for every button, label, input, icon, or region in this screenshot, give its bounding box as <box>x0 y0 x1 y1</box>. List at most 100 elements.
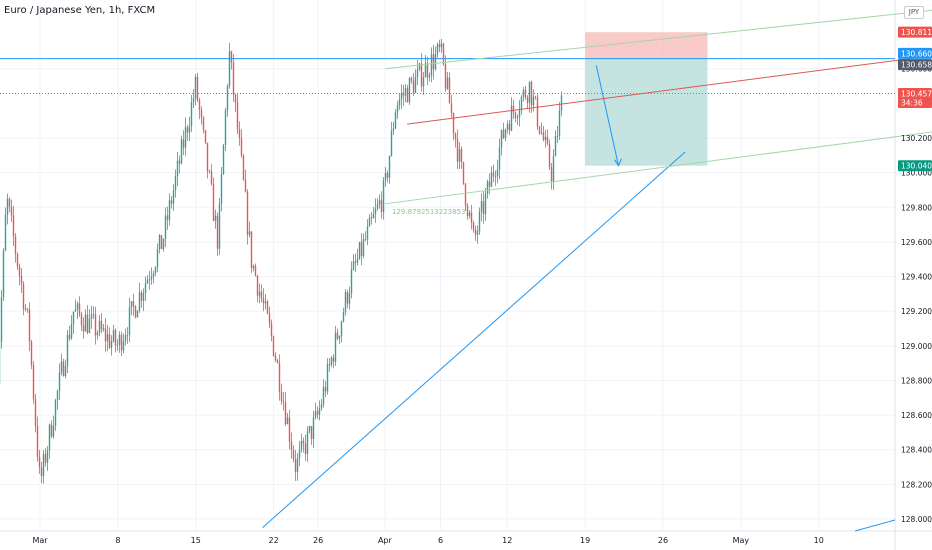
candle-body <box>322 387 325 405</box>
candle-body <box>420 63 423 87</box>
candle-body <box>308 426 311 432</box>
candle-body <box>172 190 175 204</box>
candle-body <box>392 128 395 131</box>
candle-body <box>104 328 107 342</box>
y-tick-label: 129.600 <box>901 238 932 247</box>
candle-body <box>222 145 225 175</box>
currency-button[interactable]: JPY <box>904 6 924 19</box>
candle-body <box>4 214 7 251</box>
price-tag-box <box>898 59 932 71</box>
candle-body <box>388 155 391 178</box>
candle-body <box>422 77 425 87</box>
candle-body <box>512 105 515 113</box>
candle-body <box>116 344 119 346</box>
candle-body <box>94 314 97 336</box>
projection-arrow-head <box>614 158 622 167</box>
candle-body <box>208 171 211 173</box>
candle-body <box>412 80 415 93</box>
candle-body <box>500 130 503 148</box>
candle-body <box>108 334 111 348</box>
candle-body <box>350 269 353 294</box>
candle-body <box>558 110 561 136</box>
x-tick-label: 8 <box>115 536 120 545</box>
candle-body <box>338 335 341 339</box>
candle-body <box>46 450 49 463</box>
candle-body <box>378 200 381 205</box>
candle-body <box>158 234 161 250</box>
candle-body <box>86 314 89 333</box>
candle-body <box>402 93 405 96</box>
candle-body <box>52 426 55 437</box>
y-tick-label: 130.200 <box>901 134 932 143</box>
candle-body <box>118 334 121 345</box>
candle-body <box>166 215 169 220</box>
price-tag-box <box>898 26 932 38</box>
candle-body <box>342 312 345 322</box>
candle-body <box>22 283 25 310</box>
candle-body <box>266 301 269 314</box>
candle-body <box>178 160 181 164</box>
candle-body <box>552 156 555 182</box>
candle-body <box>470 212 473 223</box>
price-tag-box <box>898 87 932 108</box>
price-tag-box <box>898 47 932 59</box>
candle-body <box>246 191 249 235</box>
candle-body <box>490 172 493 187</box>
y-tick-label: 128.400 <box>901 446 932 455</box>
candle-body <box>324 387 327 392</box>
candle-body <box>504 129 507 139</box>
candle-body <box>380 200 383 212</box>
candle-body <box>174 176 177 191</box>
candle-body <box>320 404 323 409</box>
candle-body <box>48 424 51 451</box>
candle-body <box>12 215 15 237</box>
candle-body <box>394 112 397 129</box>
candle-body <box>8 198 11 207</box>
candle-body <box>98 320 101 333</box>
candle-body <box>100 320 103 330</box>
candle-body <box>58 372 61 391</box>
candle-body <box>226 86 229 111</box>
candle-body <box>518 110 521 118</box>
candle-body <box>240 138 243 156</box>
candle-body <box>316 411 319 415</box>
candle-body <box>200 109 203 118</box>
candle-body <box>68 334 71 339</box>
candle-body <box>220 174 223 204</box>
candle-body <box>298 449 301 459</box>
candle-body <box>190 102 193 127</box>
candle-body <box>120 334 123 351</box>
x-tick-label: 15 <box>191 536 201 545</box>
candle-body <box>478 211 481 232</box>
candle-body <box>460 149 463 162</box>
candle-body <box>444 64 447 89</box>
candle-body <box>138 292 141 311</box>
candle-body <box>480 201 483 212</box>
projection-arrow <box>595 65 619 166</box>
candle-body <box>352 261 355 270</box>
candle-body <box>10 206 13 216</box>
candle-body <box>544 136 547 141</box>
candle-body <box>252 265 255 269</box>
candle-body <box>64 365 67 376</box>
candle-body <box>476 231 479 235</box>
candle-body <box>136 310 139 318</box>
price-tag-label: 130.658 <box>901 61 932 70</box>
candle-body <box>382 180 385 212</box>
candle-body <box>300 440 303 450</box>
candle-body <box>152 273 155 277</box>
candle-body <box>50 424 53 437</box>
trend-line-channel-upper <box>384 9 932 70</box>
candle-body <box>510 105 513 131</box>
candle-body <box>176 160 179 177</box>
candle-body <box>376 204 379 209</box>
y-tick-label: 128.600 <box>901 411 932 420</box>
candle-body <box>124 335 127 341</box>
candle-body <box>214 215 217 222</box>
candle-body <box>366 226 369 240</box>
candle-body <box>516 117 519 119</box>
candle-body <box>144 283 147 294</box>
candle-body <box>146 279 149 284</box>
candle-body <box>194 76 197 99</box>
